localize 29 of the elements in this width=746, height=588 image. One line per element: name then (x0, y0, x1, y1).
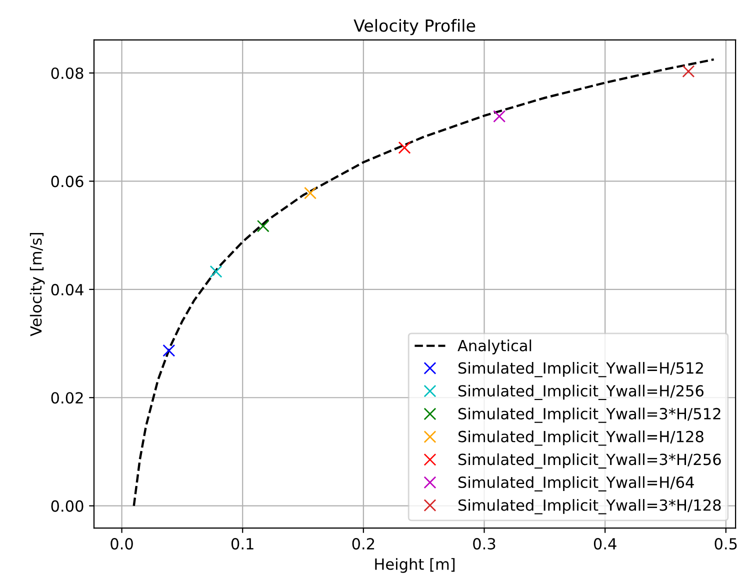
legend-label: Simulated_Implicit_Ywall=H/64 (458, 476, 694, 492)
y-tick-label: 0.00 (51, 500, 84, 512)
legend-label: Analytical (458, 340, 532, 354)
legend-label: Simulated_Implicit_Ywall=H/128 (458, 430, 704, 446)
point (493, 110, 506, 123)
y-axis-title: Velocity [m/s] (30, 232, 45, 336)
point (256, 220, 270, 232)
legend-label: Simulated_Implicit_Ywall=3*H/128 (458, 499, 721, 514)
y-tick-label: 0.02 (51, 392, 83, 404)
x-tick-label: 0.3 (473, 538, 496, 550)
point (210, 265, 222, 278)
y-tick-label: 0.06 (51, 176, 84, 188)
x-tick-label: 0.1 (231, 538, 254, 550)
x-tick-label: 0.4 (594, 538, 616, 550)
x-tick-label: 0.5 (714, 538, 737, 550)
y-tick-label: 0.08 (51, 67, 84, 80)
point (162, 344, 176, 357)
y-tick-label: 0.04 (51, 284, 84, 296)
chart-title: Velocity Profile (354, 18, 476, 36)
x-tick-label: 0.2 (352, 538, 374, 550)
legend-label: Simulated_Implicit_Ywall=3*H/256 (458, 453, 721, 469)
legend-label: Simulated_Implicit_Ywall=3*H/512 (458, 408, 720, 423)
x-axis-title: Height [m] (375, 558, 455, 573)
point (304, 186, 317, 200)
point (682, 65, 695, 78)
point (398, 141, 411, 154)
legend-label: Simulated_Implicit_Ywall=H/512 (458, 362, 703, 378)
x-tick-label: 0.0 (110, 538, 133, 550)
legend-label: Simulated_Implicit_Ywall=H/256 (458, 384, 704, 400)
